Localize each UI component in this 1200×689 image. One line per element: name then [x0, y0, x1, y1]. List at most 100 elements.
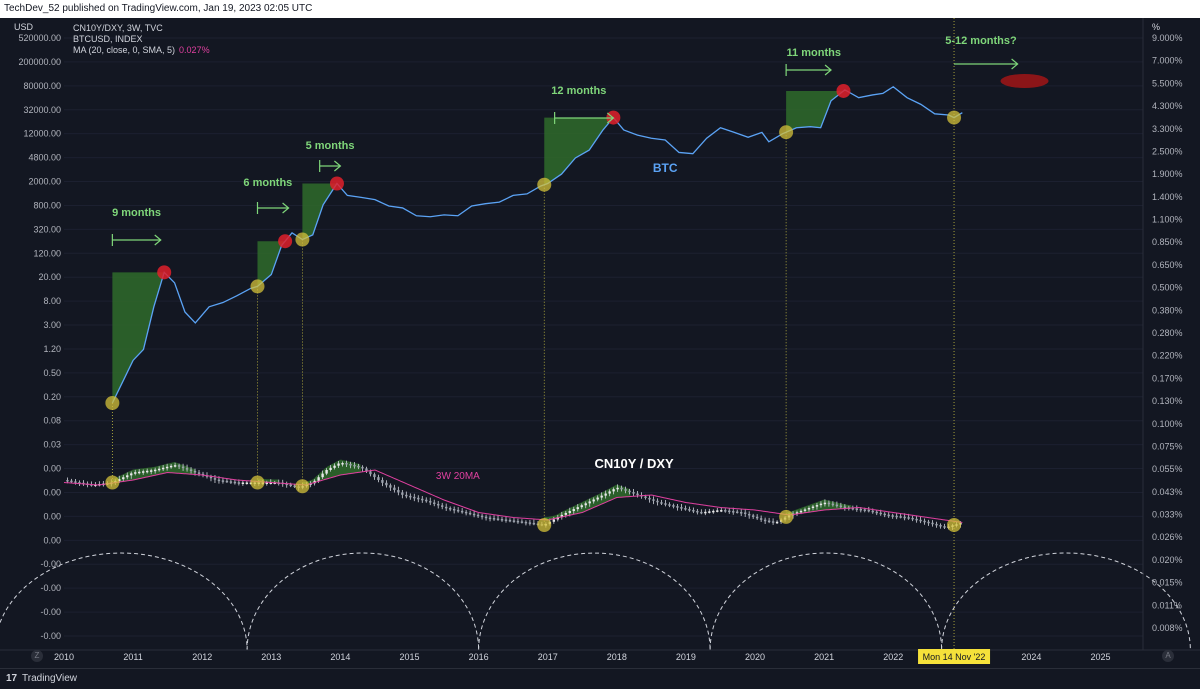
macro-candle-body — [357, 465, 360, 468]
macro-candle-body — [78, 482, 81, 484]
macro-candle-body — [269, 482, 272, 484]
macro-candle-body — [193, 470, 197, 473]
axes: USD % CN10Y/DXY, 3W, TVC BTCUSD, INDEX M… — [0, 18, 1200, 664]
macro-candle-body — [221, 480, 225, 482]
macro-candle-body — [229, 481, 233, 483]
macro-candle-body — [157, 468, 161, 471]
right-tick-label: 3.300% — [1152, 124, 1183, 134]
macro-current-marker — [947, 518, 962, 532]
right-tick-label: 0.026% — [1152, 532, 1183, 542]
btc-cn10y-dxy-chart[interactable]: 9 months 6 months 5 months 12 months 11 mont… — [0, 18, 1200, 668]
macro-candle-body — [532, 522, 536, 525]
macro-candle-body — [433, 502, 436, 504]
macro-candle-body — [712, 510, 715, 513]
btc-cycle-fill — [112, 272, 165, 403]
macro-candle-body — [664, 503, 667, 505]
auto-scale-button[interactable]: A — [1162, 650, 1174, 662]
macro-candle-body — [620, 487, 623, 490]
btc-start-marker — [295, 232, 310, 247]
cycle-arcs — [0, 552, 1191, 651]
macro-candle-body — [524, 521, 528, 524]
btc-top-marker — [278, 234, 293, 249]
macro-candle-body — [373, 474, 376, 478]
cycle-markers — [105, 74, 1049, 532]
macro-candle-body — [883, 513, 886, 516]
macro-candle-body — [460, 510, 464, 513]
zoom-button[interactable]: Z — [31, 650, 43, 662]
macro-candle-body — [353, 464, 356, 467]
macro-candle-body — [425, 499, 428, 502]
macro-candle-body — [552, 519, 556, 522]
macro-candle-body — [381, 480, 384, 483]
macro-candle-body — [751, 515, 755, 517]
macro-candle-body — [736, 511, 739, 514]
left-tick-label: 3.00 — [43, 320, 61, 330]
annotations: 9 months 6 months 5 months 12 months 11 mont… — [111, 35, 1019, 482]
macro-candle-body — [692, 510, 695, 512]
macro-candle-body — [401, 492, 404, 495]
macro-candle-body — [743, 512, 747, 514]
currency-label: USD — [14, 22, 34, 32]
right-tick-label: 4.300% — [1152, 101, 1183, 111]
macro-candle-body — [771, 521, 775, 523]
macro-candle-body — [520, 521, 524, 523]
right-tick-label: 0.850% — [1152, 237, 1183, 247]
macro-candle-body — [839, 505, 843, 508]
right-tick-label: 1.400% — [1152, 192, 1183, 202]
published-header: TechDev_52 published on TradingView.com,… — [0, 0, 1200, 18]
macro-candle-body — [233, 481, 237, 484]
cycle-arrow-head — [334, 160, 342, 172]
macro-candle-body — [616, 487, 619, 490]
legend-line-2: BTCUSD, INDEX — [73, 34, 143, 44]
macro-candle-body — [767, 520, 771, 523]
macro-candle-body — [94, 484, 97, 487]
macro-candle-body — [512, 520, 516, 522]
macro-candle-body — [189, 469, 193, 472]
macro-candle-body — [747, 513, 751, 516]
macro-candle-body — [468, 512, 472, 515]
macro-candle-body — [365, 468, 368, 472]
right-tick-label: 0.015% — [1152, 578, 1183, 588]
macro-candle-body — [161, 467, 165, 470]
projected-top-marker — [1000, 74, 1049, 88]
macro-candle-body — [636, 493, 639, 496]
macro-candle-body — [437, 503, 440, 506]
left-tick-label: 0.03 — [43, 440, 61, 450]
macro-candle-body — [153, 469, 157, 472]
macro-cycle-fill — [302, 459, 362, 485]
macro-candle-body — [580, 505, 583, 508]
macro-candle-body — [237, 482, 241, 484]
macro-candle-body — [911, 517, 914, 520]
macro-candle-body — [823, 502, 827, 505]
macro-candle-body — [843, 506, 847, 509]
macro-candle-body — [377, 477, 380, 480]
macro-candles — [66, 460, 962, 530]
macro-candle-body — [225, 480, 229, 483]
macro-candle-body — [859, 508, 863, 511]
btc-top-marker — [157, 265, 172, 280]
macro-candle-body — [652, 499, 655, 501]
x-tick-label: 2015 — [399, 652, 419, 662]
macro-candle-body — [879, 512, 882, 515]
x-tick-label: 2022 — [883, 652, 903, 662]
macro-candle-body — [293, 485, 296, 488]
right-tick-label: 0.220% — [1152, 351, 1183, 361]
right-tick-label: 9.000% — [1152, 33, 1183, 43]
cycle-duration-label: 5-12 months? — [945, 35, 1017, 47]
macro-candle-body — [572, 509, 575, 512]
cycle-arrow-head — [824, 64, 832, 76]
macro-candle-body — [676, 506, 679, 508]
left-tick-label: 4800.00 — [28, 153, 61, 163]
macro-candle-body — [811, 506, 815, 509]
right-tick-label: 0.033% — [1152, 510, 1183, 520]
cycle-arc — [941, 552, 1191, 651]
macro-candle-body — [405, 494, 408, 497]
right-tick-label: 0.011% — [1152, 600, 1182, 610]
macro-candle-body — [935, 523, 938, 526]
macro-candle-body — [345, 463, 348, 465]
macro-candle-body — [624, 489, 627, 491]
left-tick-label: 0.08 — [43, 416, 61, 426]
macro-candle-body — [452, 508, 456, 511]
macro-candle-body — [740, 512, 743, 514]
x-tick-label: 2011 — [123, 652, 142, 662]
